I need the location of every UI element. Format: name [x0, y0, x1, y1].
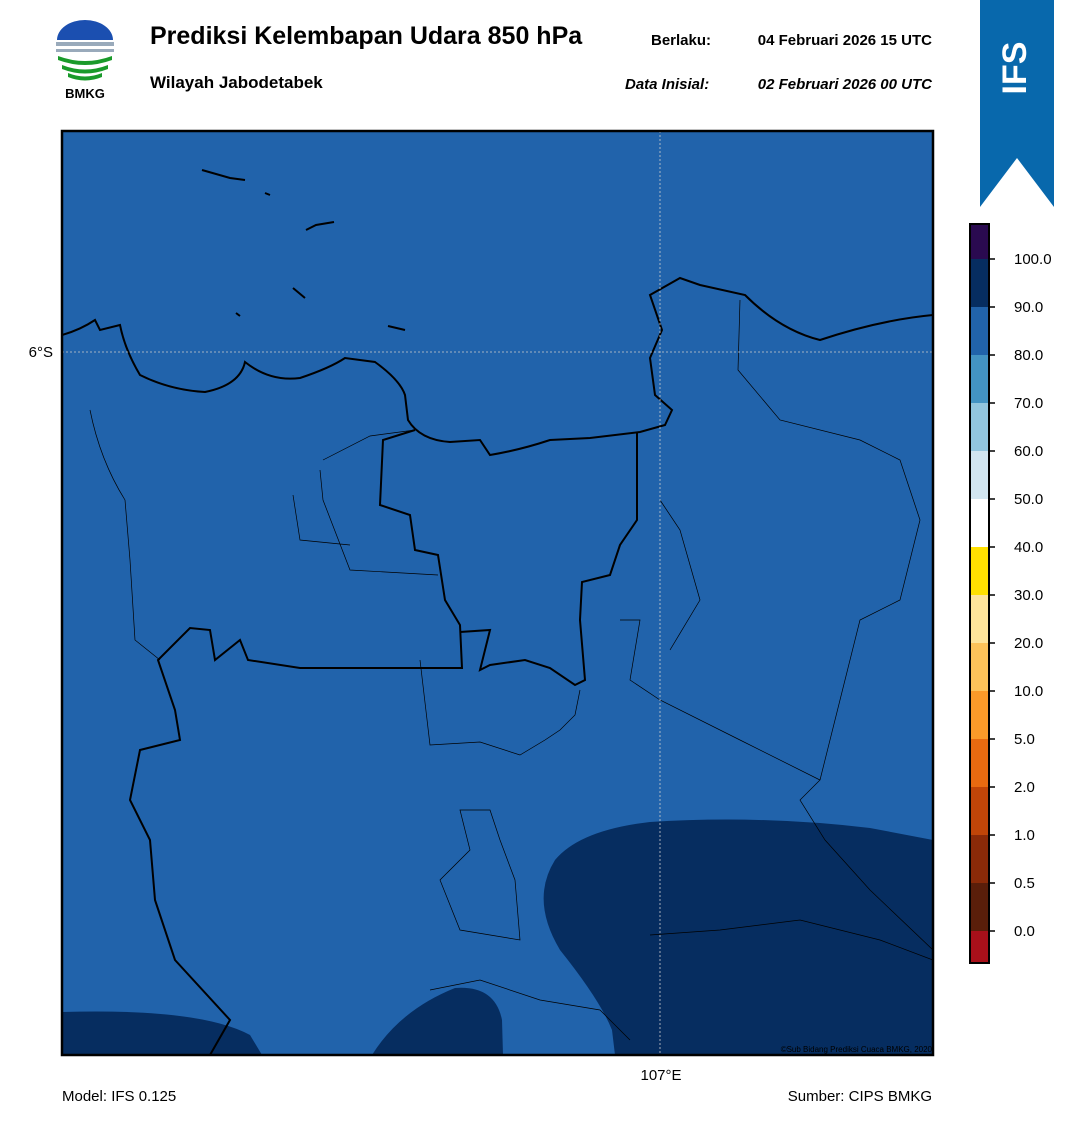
colorbar-label: 100.0	[1014, 251, 1052, 268]
colorbar-segment	[970, 307, 989, 355]
init-time: 02 Februari 2026 00 UTC	[758, 76, 933, 93]
init-label: Data Inisial:	[625, 76, 709, 93]
coastline	[62, 169, 933, 1055]
lat-label: 6°S	[29, 344, 53, 361]
region: Wilayah Jabodetabek	[150, 73, 323, 92]
colorbar-label: 70.0	[1014, 395, 1043, 412]
colorbar-segment	[970, 403, 989, 451]
colorbar-segment	[970, 355, 989, 403]
colorbar-label: 80.0	[1014, 347, 1043, 364]
colorbar-segment	[970, 259, 989, 307]
colorbar-label: 50.0	[1014, 491, 1043, 508]
map-credit: ©Sub Bidang Prediksi Cuaca BMKG, 2020	[781, 1045, 933, 1054]
colorbar-segment	[970, 643, 989, 691]
colorbar-label: 30.0	[1014, 587, 1043, 604]
map-frame	[60, 129, 935, 1057]
admin-boundary	[89, 299, 933, 1041]
colorbar-segment	[970, 835, 989, 883]
footer-model: Model: IFS 0.125	[62, 1088, 176, 1105]
colorbar-segment	[970, 499, 989, 547]
colorbar-label: 40.0	[1014, 539, 1043, 556]
colorbar-label: 20.0	[1014, 635, 1043, 652]
bmkg-logo: BMKG	[56, 20, 114, 101]
map-area: ©Sub Bidang Prediksi Cuaca BMKG, 2020	[62, 131, 933, 1055]
colorbar-label: 0.0	[1014, 923, 1035, 940]
colorbar-label: 2.0	[1014, 779, 1035, 796]
footer-source: Sumber: CIPS BMKG	[788, 1088, 932, 1105]
colorbar-segment	[970, 451, 989, 499]
colorbar-segment	[970, 739, 989, 787]
colorbar-segment	[970, 224, 989, 259]
colorbar-label: 5.0	[1014, 731, 1035, 748]
humidity-high-region	[372, 987, 503, 1055]
colorbar-segment	[970, 883, 989, 931]
logo-text: BMKG	[65, 86, 105, 101]
colorbar-segment	[970, 547, 989, 595]
colorbar-segment	[970, 595, 989, 643]
ifs-banner	[980, 0, 1054, 207]
humidity-high-region	[543, 819, 933, 1055]
humidity-high-region	[62, 1011, 262, 1055]
colorbar-label: 1.0	[1014, 827, 1035, 844]
colorbar-segment	[970, 787, 989, 835]
colorbar-label: 60.0	[1014, 443, 1043, 460]
colorbar-label: 10.0	[1014, 683, 1043, 700]
banner-text: IFS	[996, 42, 1034, 95]
valid-time: 04 Februari 2026 15 UTC	[758, 32, 932, 49]
colorbar-segment	[970, 931, 989, 963]
colorbar-frame	[969, 223, 990, 964]
colorbar-label: 90.0	[1014, 299, 1043, 316]
colorbar: 100.0 90.0 80.0 70.0 60.0 50.0 40.0 30.0 20.0 10.…	[969, 223, 1052, 964]
valid-label: Berlaku:	[651, 32, 711, 49]
colorbar-segment	[970, 691, 989, 739]
title: Prediksi Kelembapan Udara 850 hPa	[150, 22, 583, 50]
colorbar-label: 0.5	[1014, 875, 1035, 892]
lon-label: 107°E	[640, 1067, 681, 1084]
